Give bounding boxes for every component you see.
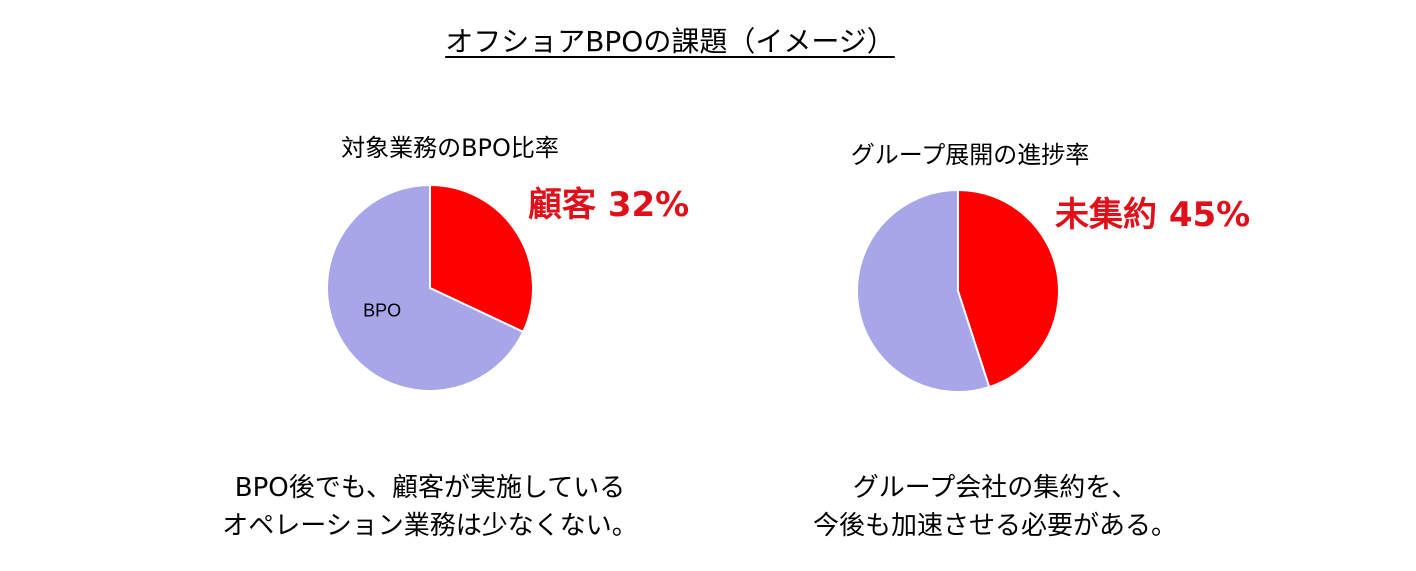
pie-1-slice-2 bbox=[326, 183, 525, 392]
chart-1-caption-line-1: BPO後でも、顧客が実施している bbox=[234, 473, 626, 503]
pie-chart-bpo-ratio: BPO bbox=[326, 183, 534, 392]
pie-1-slice-label: BPO bbox=[363, 300, 401, 320]
chart-1-callout: 顧客 32% bbox=[528, 185, 690, 225]
chart-2-callout: 未集約 45% bbox=[1055, 195, 1251, 235]
pie-2-slice-1 bbox=[957, 188, 1060, 389]
pie-chart-group-progress bbox=[856, 188, 1060, 393]
chart-2-caption: グループ会社の集約を、 今後も加速させる必要がある。 bbox=[745, 469, 1245, 545]
chart-1-title: 対象業務のBPO比率 bbox=[341, 134, 559, 162]
chart-2-title: グループ展開の進捗率 bbox=[850, 141, 1090, 169]
page-title: オフショアBPOの課題（イメージ） bbox=[445, 25, 895, 58]
chart-1-caption: BPO後でも、顧客が実施している オペレーション業務は少なくない。 bbox=[180, 469, 680, 545]
chart-2-caption-line-1: グループ会社の集約を、 bbox=[852, 473, 1138, 503]
pie-1-slice-1 bbox=[429, 183, 534, 334]
pie-2-slice-2 bbox=[856, 188, 991, 393]
chart-1-caption-line-2: オペレーション業務は少なくない。 bbox=[222, 511, 638, 541]
chart-2-caption-line-2: 今後も加速させる必要がある。 bbox=[812, 511, 1177, 541]
